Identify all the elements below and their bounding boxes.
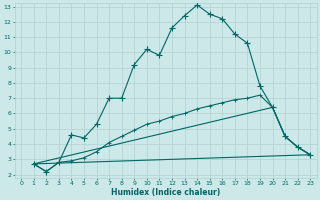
X-axis label: Humidex (Indice chaleur): Humidex (Indice chaleur)	[111, 188, 220, 197]
